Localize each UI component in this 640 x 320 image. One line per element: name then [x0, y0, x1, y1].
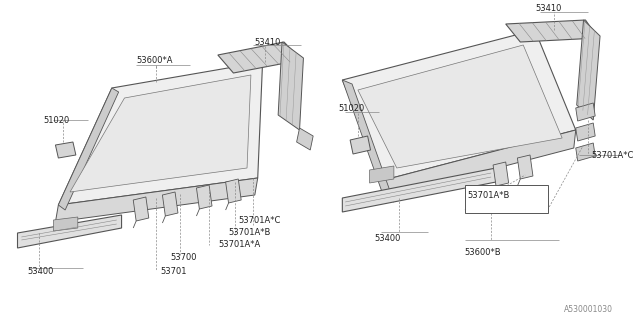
Text: 51020: 51020: [44, 116, 70, 124]
Polygon shape: [17, 215, 122, 248]
Text: 53410: 53410: [535, 4, 561, 12]
Polygon shape: [369, 166, 394, 183]
Text: 53701A*C: 53701A*C: [238, 215, 281, 225]
Text: 53701A*B: 53701A*B: [228, 228, 271, 236]
Polygon shape: [506, 20, 598, 42]
Polygon shape: [296, 128, 313, 150]
Text: 53701: 53701: [161, 268, 187, 276]
Polygon shape: [58, 62, 262, 205]
Polygon shape: [70, 75, 251, 192]
Polygon shape: [576, 103, 595, 121]
Polygon shape: [163, 192, 178, 216]
Polygon shape: [342, 30, 576, 180]
Polygon shape: [577, 20, 600, 120]
Polygon shape: [218, 42, 301, 73]
Text: 53600*A: 53600*A: [136, 55, 173, 65]
Polygon shape: [382, 130, 576, 198]
Text: A530001030: A530001030: [564, 306, 613, 315]
Text: 53600*B: 53600*B: [465, 247, 502, 257]
Polygon shape: [133, 197, 148, 221]
Polygon shape: [54, 217, 78, 231]
Text: 53400: 53400: [28, 268, 54, 276]
Polygon shape: [358, 45, 562, 168]
Polygon shape: [350, 136, 371, 154]
Text: 51020: 51020: [339, 103, 365, 113]
Text: 53410: 53410: [255, 37, 281, 46]
Polygon shape: [278, 42, 303, 130]
Polygon shape: [56, 178, 258, 222]
Polygon shape: [576, 143, 595, 161]
Bar: [465, 185, 548, 213]
Text: 53701A*C: 53701A*C: [591, 150, 634, 159]
Polygon shape: [226, 179, 241, 203]
Polygon shape: [517, 155, 533, 179]
Polygon shape: [493, 162, 509, 186]
Text: 53400: 53400: [374, 234, 401, 243]
Polygon shape: [56, 142, 76, 158]
Polygon shape: [58, 88, 118, 210]
Polygon shape: [342, 168, 496, 212]
Text: 53701A*B: 53701A*B: [468, 190, 510, 199]
Text: 53700: 53700: [170, 253, 196, 262]
Polygon shape: [576, 123, 595, 141]
Polygon shape: [196, 185, 212, 209]
Polygon shape: [342, 80, 394, 202]
Text: 53701A*A: 53701A*A: [219, 239, 261, 249]
